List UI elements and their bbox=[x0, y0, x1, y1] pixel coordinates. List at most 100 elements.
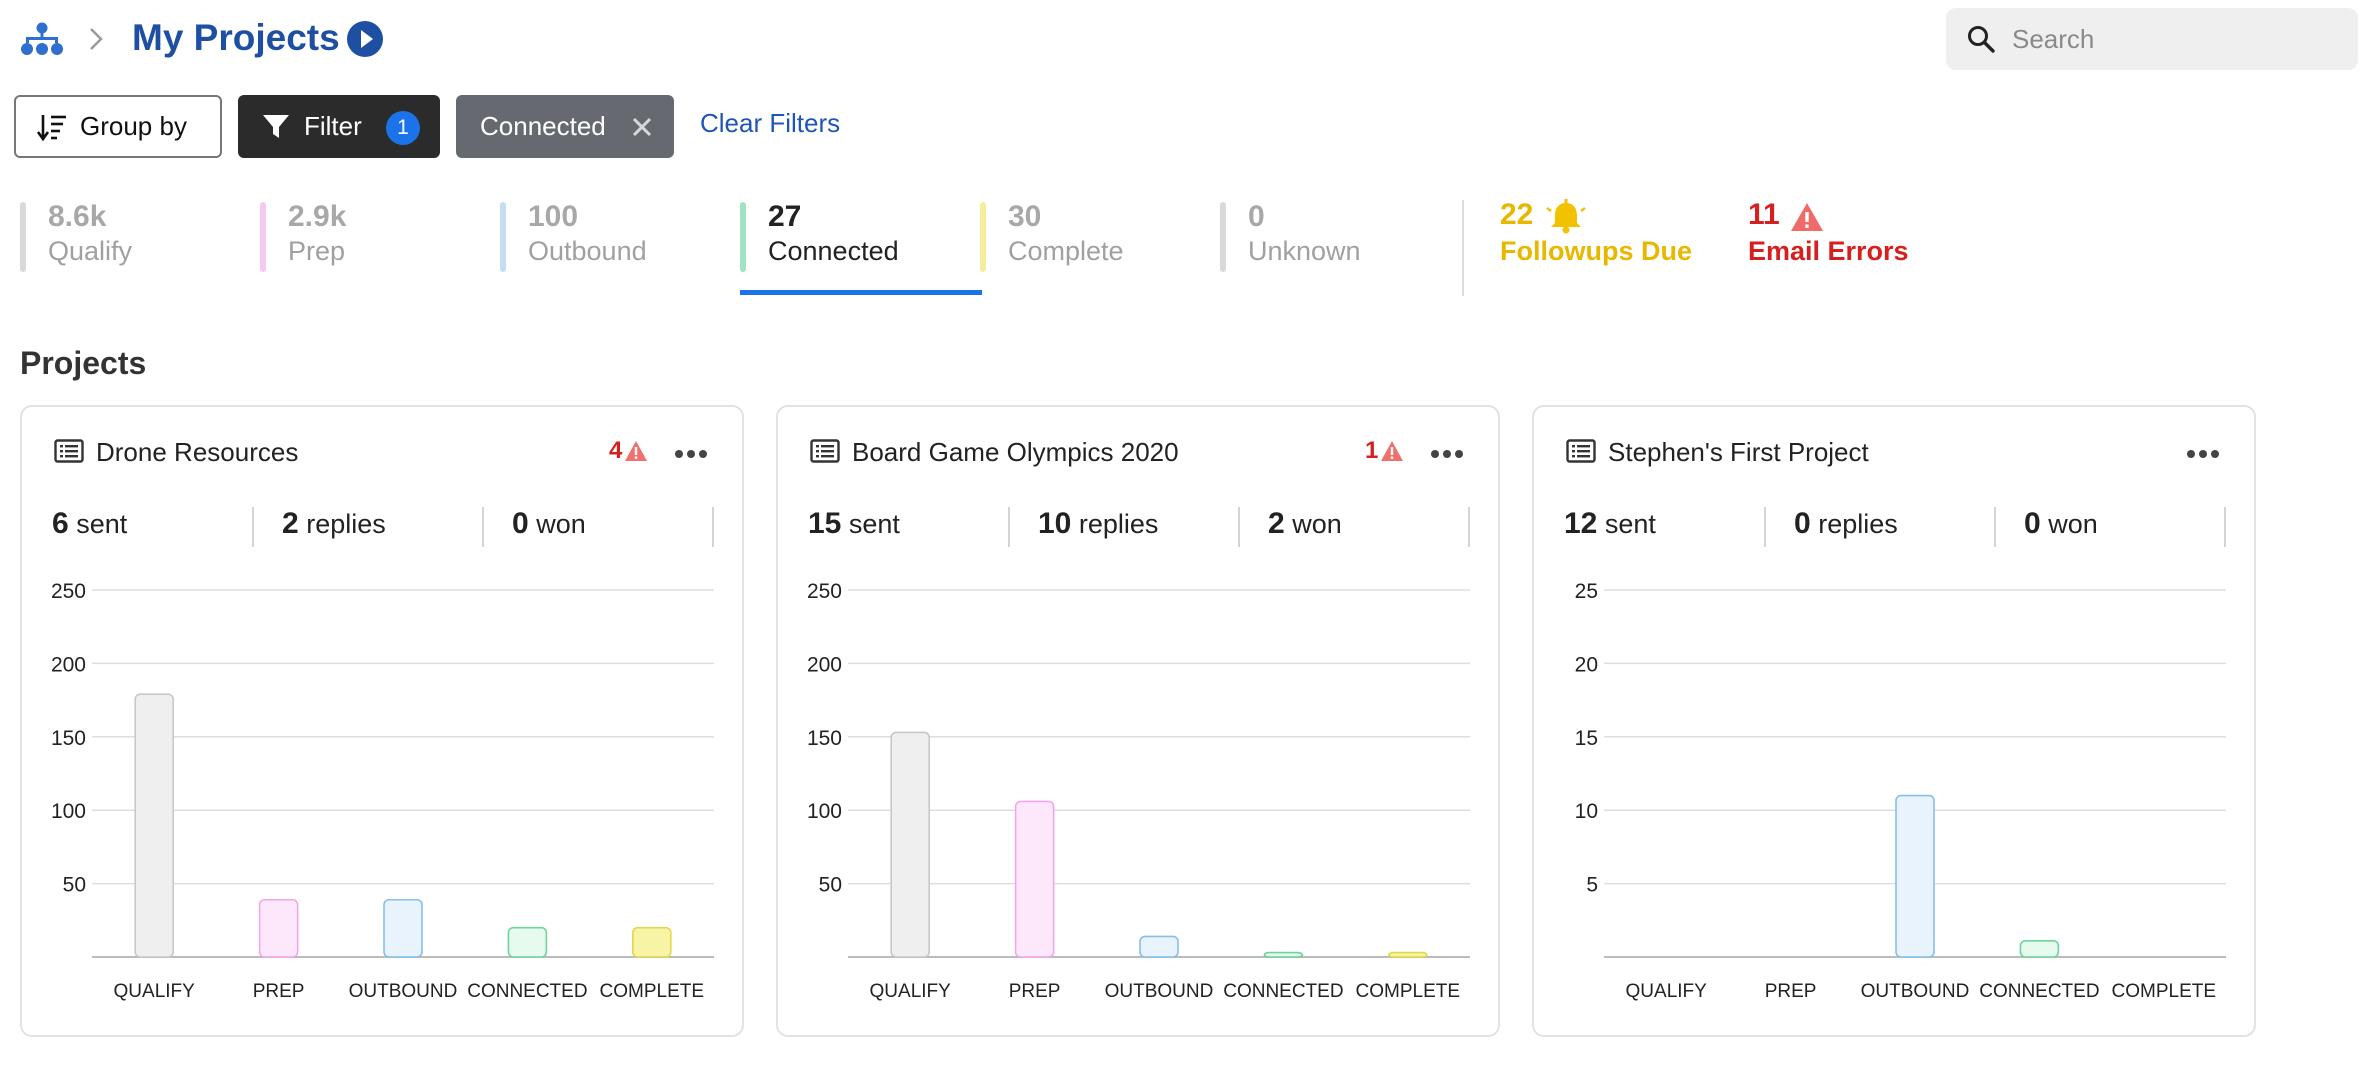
more-options-icon[interactable] bbox=[674, 449, 708, 459]
warning-count: 1 bbox=[1365, 437, 1379, 464]
y-tick-label: 50 bbox=[63, 874, 86, 897]
x-tick-label: OUTBOUND bbox=[349, 981, 458, 1002]
more-options-icon[interactable] bbox=[1430, 449, 1464, 459]
x-tick-label: COMPLETE bbox=[600, 981, 705, 1002]
metric-label: replies bbox=[306, 509, 386, 539]
bar-chart: 50 100 150 200 250 QUALIFY PREP OUTBOUND CONNECT… bbox=[807, 580, 1470, 1002]
metric-divider bbox=[1468, 507, 1470, 547]
stat-color-bar bbox=[500, 202, 506, 272]
x-tick-label: PREP bbox=[1009, 981, 1061, 1002]
metric-label: won bbox=[2048, 509, 2098, 539]
y-tick-label: 200 bbox=[51, 653, 86, 676]
bar-outbound[interactable] bbox=[383, 898, 423, 958]
metric-divider bbox=[482, 507, 484, 547]
warning-count: 4 bbox=[609, 437, 623, 464]
metric-label: sent bbox=[848, 509, 900, 539]
y-tick-label: 50 bbox=[819, 874, 842, 897]
stat-color-bar bbox=[20, 202, 26, 272]
metrics-row: 12 sent 0 replies 0 won bbox=[1564, 507, 2244, 547]
bar-outbound[interactable] bbox=[1895, 794, 1935, 958]
metric-value: 0 bbox=[1794, 507, 1811, 540]
metrics-row: 15 sent 10 replies 2 won bbox=[808, 507, 1488, 547]
stat-value: 2.9k bbox=[288, 200, 347, 233]
stat-color-bar bbox=[980, 202, 986, 272]
stat-value: 0 bbox=[1248, 200, 1265, 233]
project-name[interactable]: Board Game Olympics 2020 bbox=[852, 437, 1179, 467]
metric-label: replies bbox=[1078, 509, 1159, 539]
metric-value: 10 bbox=[1038, 507, 1072, 540]
bar-qualify[interactable] bbox=[134, 693, 174, 958]
filter-icon bbox=[263, 114, 289, 138]
metric-replies: 2 replies bbox=[282, 507, 386, 547]
search-box[interactable] bbox=[1946, 8, 2358, 70]
group-by-label: Group by bbox=[80, 111, 187, 141]
email-errors-stat[interactable]: 11 Email Errors bbox=[1748, 198, 1909, 266]
search-icon bbox=[1968, 26, 1995, 53]
bar-connected[interactable] bbox=[2019, 940, 2060, 958]
bar-connected[interactable] bbox=[1263, 951, 1304, 958]
x-tick-label: CONNECTED bbox=[467, 981, 587, 1002]
x-tick-label: CONNECTED bbox=[1223, 981, 1343, 1002]
x-tick-label: QUALIFY bbox=[1626, 981, 1708, 1002]
warning-icon bbox=[1381, 441, 1404, 461]
stat-color-bar bbox=[1220, 202, 1226, 272]
search-input[interactable] bbox=[2012, 20, 2342, 58]
metric-label: sent bbox=[76, 509, 128, 539]
clear-filters-link[interactable]: Clear Filters bbox=[700, 108, 841, 138]
project-card[interactable]: Stephen's First Project 12 sent 0 replies 0… bbox=[1532, 405, 2256, 1037]
x-tick-label: COMPLETE bbox=[2112, 981, 2217, 1002]
y-tick-label: 200 bbox=[807, 653, 842, 676]
bar-prep[interactable] bbox=[1014, 800, 1055, 958]
metric-label: won bbox=[536, 509, 586, 539]
filter-count-badge: 1 bbox=[386, 111, 420, 145]
metric-divider bbox=[712, 507, 714, 547]
filter-chip-label: Connected bbox=[480, 111, 606, 141]
x-tick-label: OUTBOUND bbox=[1105, 981, 1214, 1002]
stat-label: Outbound bbox=[528, 236, 647, 266]
metric-won: 2 won bbox=[1268, 507, 1342, 547]
metrics-row: 6 sent 2 replies 0 won bbox=[52, 507, 732, 547]
warning-badge[interactable]: 1 bbox=[1365, 437, 1404, 465]
x-tick-label: QUALIFY bbox=[870, 981, 952, 1002]
x-tick-label: PREP bbox=[253, 981, 305, 1002]
stat-label: Connected bbox=[768, 236, 899, 266]
metric-value: 0 bbox=[2024, 507, 2041, 540]
group-by-button[interactable]: Group by bbox=[14, 95, 222, 158]
followups-due-label: Followups Due bbox=[1500, 236, 1692, 266]
org-chart-icon[interactable] bbox=[20, 22, 64, 56]
close-icon[interactable] bbox=[630, 115, 654, 139]
metric-divider bbox=[1238, 507, 1240, 547]
metric-value: 15 bbox=[808, 507, 842, 540]
metric-sent: 12 sent bbox=[1564, 507, 1656, 547]
bar-qualify[interactable] bbox=[890, 731, 930, 958]
play-icon[interactable] bbox=[346, 20, 384, 58]
project-name[interactable]: Stephen's First Project bbox=[1608, 437, 1869, 467]
metric-sent: 15 sent bbox=[808, 507, 900, 547]
x-tick-label: OUTBOUND bbox=[1861, 981, 1970, 1002]
project-name[interactable]: Drone Resources bbox=[96, 437, 299, 467]
bar-prep[interactable] bbox=[258, 898, 299, 958]
list-icon bbox=[810, 439, 840, 463]
bar-chart: 5 10 15 20 25 QUALIFY PREP OUTBOUND CONNECTED COM… bbox=[1575, 580, 2226, 1002]
metric-divider bbox=[2224, 507, 2226, 547]
bar-outbound[interactable] bbox=[1139, 935, 1179, 958]
project-card[interactable]: Board Game Olympics 2020 1 15 sent 10 repli… bbox=[776, 405, 1500, 1037]
email-errors-label: Email Errors bbox=[1748, 236, 1909, 266]
bar-complete[interactable] bbox=[1387, 951, 1428, 958]
list-icon bbox=[1566, 439, 1596, 463]
more-options-icon[interactable] bbox=[2186, 449, 2220, 459]
warning-badge[interactable]: 4 bbox=[609, 437, 648, 465]
filter-button[interactable]: Filter 1 bbox=[238, 95, 440, 158]
project-card[interactable]: Drone Resources 4 6 sent 2 replies 0 won 50 10… bbox=[20, 405, 744, 1037]
metric-label: replies bbox=[1818, 509, 1898, 539]
y-tick-label: 5 bbox=[1586, 874, 1598, 897]
stat-label: Prep bbox=[288, 236, 346, 266]
y-tick-label: 150 bbox=[51, 727, 86, 750]
followups-due-count: 22 bbox=[1500, 198, 1534, 231]
bar-connected[interactable] bbox=[507, 926, 548, 958]
x-tick-label: PREP bbox=[1765, 981, 1817, 1002]
metric-replies: 0 replies bbox=[1794, 507, 1898, 547]
metric-value: 6 bbox=[52, 507, 69, 540]
bar-complete[interactable] bbox=[631, 926, 672, 958]
followups-due-stat[interactable]: 22 Followups Due bbox=[1500, 198, 1692, 266]
